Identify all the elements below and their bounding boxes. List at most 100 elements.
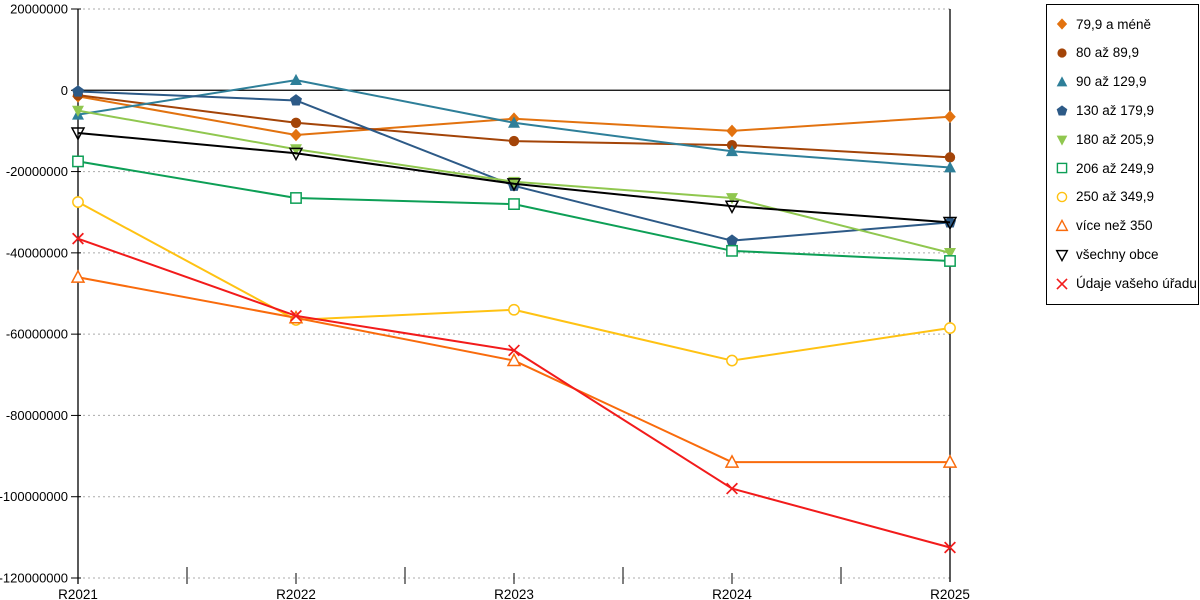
series: [70, 269, 958, 468]
pentagon-icon: [1056, 105, 1068, 116]
diamond-marker: [726, 124, 738, 138]
x-tick-label: R2022: [276, 587, 316, 600]
square-marker: [290, 192, 302, 204]
legend-item: 180 až 205,9: [1055, 125, 1190, 154]
legend-label: 250 až 349,9: [1076, 189, 1155, 205]
pentagon-marker: [72, 85, 84, 97]
y-tick-label: 20000000: [10, 2, 68, 17]
series: [72, 155, 956, 267]
diamond-legend-icon: [1056, 18, 1068, 30]
series-line: [77, 201, 951, 362]
diamond-marker: [290, 128, 302, 142]
legend-item: 130 až 179,9: [1055, 96, 1190, 125]
triangle-down-marker: [942, 216, 958, 231]
y-axis-labels: 20000000 0 -20000000 -40000000 -60000000 -800…: [0, 2, 68, 586]
triangle-down-marker: [724, 200, 740, 215]
triangle-up-legend-icon: [1055, 218, 1069, 232]
circle-marker: [72, 196, 84, 208]
legend-label: 90 až 129,9: [1076, 74, 1147, 90]
y-tick-label: -80000000: [6, 408, 68, 423]
series: [72, 232, 956, 554]
series-line: [77, 160, 951, 262]
x-tick-label: R2023: [494, 587, 534, 600]
pentagon-marker: [726, 234, 738, 246]
triangle-up-marker: [70, 269, 86, 283]
square-marker: [944, 255, 956, 267]
triangle-down-icon: [1055, 249, 1069, 262]
legend-item: více než 350: [1055, 212, 1190, 241]
triangle-down-marker: [72, 105, 84, 117]
triangle-down-marker: [944, 247, 956, 260]
triangle-up-marker: [944, 161, 956, 173]
x-axis: R2021 R2022 R2023 R2024 R2025: [58, 567, 970, 600]
series: [72, 105, 956, 260]
triangle-down-marker: [726, 193, 738, 205]
legend-item: 206 až 249,9: [1055, 154, 1190, 183]
triangle-up-icon: [1056, 76, 1068, 87]
legend-label: Údaje vašeho úřadu: [1076, 275, 1197, 291]
circle-icon: [1057, 48, 1067, 58]
series: [72, 73, 956, 173]
legend-label: 80 až 89,9: [1076, 45, 1140, 61]
legend-item: Údaje vašeho úřadu: [1055, 269, 1197, 298]
series: [72, 196, 956, 367]
circle-legend-icon: [1057, 48, 1067, 58]
legend-label: 180 až 205,9: [1076, 131, 1155, 147]
triangle-up-marker: [508, 116, 520, 128]
triangle-up-marker: [506, 352, 522, 367]
circle-icon: [1056, 191, 1068, 203]
legend-label: 206 až 249,9: [1076, 160, 1155, 176]
legend-item: všechny obce: [1055, 240, 1190, 269]
x-marker: [944, 541, 956, 554]
triangle-down-marker: [70, 127, 86, 141]
legend-label: 130 až 179,9: [1076, 103, 1155, 119]
triangle-down-marker: [290, 144, 302, 156]
series: [70, 127, 958, 231]
y-tick-label: -100000000: [0, 489, 68, 504]
series-line: [77, 237, 951, 549]
diamond-marker: [944, 110, 956, 124]
gridlines: [71, 8, 950, 579]
legend: 79,9 a méně 80 až 89,9 90 až 129,9 130 až 1…: [1046, 4, 1199, 305]
circle-marker: [508, 303, 520, 316]
pentagon-legend-icon: [1056, 105, 1068, 116]
triangle-up-icon: [1055, 218, 1069, 232]
triangle-up-marker: [724, 454, 740, 468]
triangle-up-marker: [942, 454, 958, 468]
triangle-down-marker: [508, 176, 520, 189]
circle-legend-icon: [1056, 191, 1068, 203]
legend-item: 80 až 89,9: [1055, 39, 1190, 68]
x-marker: [290, 309, 302, 322]
pentagon-marker: [290, 94, 302, 106]
legend-item: 90 až 129,9: [1055, 68, 1190, 97]
series-line: [77, 131, 951, 224]
legend-item: 250 až 349,9: [1055, 183, 1190, 212]
triangle-up-marker: [290, 73, 302, 86]
triangle-up-legend-icon: [1056, 76, 1068, 87]
square-marker: [72, 155, 84, 168]
square-icon: [1056, 163, 1068, 174]
x-tick-label: R2025: [930, 587, 970, 600]
x-tick-label: R2021: [58, 587, 98, 600]
circle-marker: [944, 322, 956, 334]
y-tick-label: -60000000: [6, 327, 68, 342]
x-marker: [508, 344, 520, 357]
x-marker: [726, 482, 738, 495]
circle-marker: [726, 354, 738, 367]
diamond-icon: [1056, 18, 1068, 30]
x-legend-icon: [1056, 277, 1068, 290]
square-marker: [726, 244, 738, 257]
triangle-down-icon: [1056, 135, 1068, 146]
circle-marker: [508, 135, 520, 147]
y-tick-label: -20000000: [6, 164, 68, 179]
x-marker: [72, 232, 84, 245]
legend-label: 79,9 a méně: [1076, 16, 1152, 32]
triangle-down-marker: [288, 147, 304, 162]
triangle-up-marker: [726, 144, 738, 157]
y-tick-label: -40000000: [6, 245, 68, 260]
circle-marker: [944, 152, 956, 163]
y-tick-label: 0: [61, 83, 68, 98]
legend-label: více než 350: [1076, 218, 1153, 234]
